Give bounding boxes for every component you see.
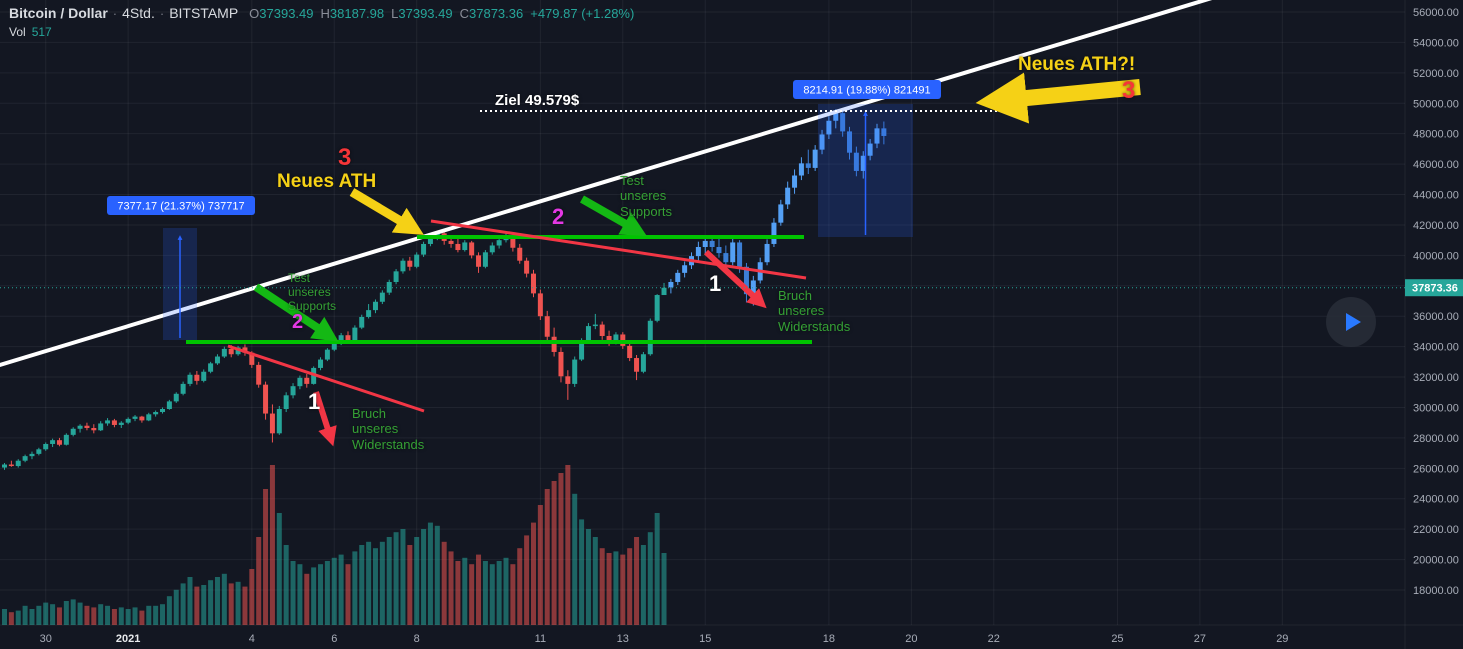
time-tick-label: 15 [699, 633, 711, 645]
symbol-name[interactable]: Bitcoin / Dollar [9, 5, 108, 21]
price-tick-label: 18000.00 [1413, 585, 1459, 597]
price-tick-label: 52000.00 [1413, 68, 1459, 80]
yellow-ath-arrow-left[interactable] [349, 188, 424, 235]
price-tick-label: 20000.00 [1413, 555, 1459, 567]
price-tick-label: 34000.00 [1413, 342, 1459, 354]
price-tick-label: 48000.00 [1413, 129, 1459, 141]
price-tick-label: 54000.00 [1413, 37, 1459, 49]
price-tick-label: 22000.00 [1413, 524, 1459, 536]
measure-badge-text: 7377.17 (21.37%) 737717 [117, 201, 244, 213]
high-label: H [320, 6, 330, 21]
play-icon [1346, 313, 1361, 331]
measure-box-right[interactable]: 8214.91 (19.88%) 821491 [793, 80, 941, 237]
measure-box-left[interactable]: 7377.17 (21.37%) 737717 [107, 196, 255, 340]
yellow-ath-arrow-right[interactable] [975, 72, 1141, 124]
drawings: 7377.17 (21.37%) 737717 8214.91 (19.88%) … [0, 0, 1235, 447]
time-tick-label: 18 [823, 633, 835, 645]
measure-badge-text: 8214.91 (19.88%) 821491 [803, 85, 930, 97]
time-tick-label: 11 [535, 633, 546, 645]
time-tick-label: 6 [331, 633, 337, 645]
grid-lines [0, 0, 1405, 625]
time-tick-label: 22 [988, 633, 1000, 645]
price-tick-label: 36000.00 [1413, 311, 1459, 323]
open-label: O [249, 6, 260, 21]
time-tick-label: 4 [249, 633, 255, 645]
price-tick-label: 28000.00 [1413, 433, 1459, 445]
price-tick-label: 44000.00 [1413, 190, 1459, 202]
red-break-arrow-upper[interactable] [703, 249, 767, 309]
time-tick-label: 2021 [116, 633, 140, 645]
price-tick-label: 50000.00 [1413, 98, 1459, 110]
red-break-arrow-lower[interactable] [313, 391, 337, 447]
time-tick-label: 8 [414, 633, 420, 645]
measure-badge [107, 196, 255, 215]
price-tick-label: 56000.00 [1413, 7, 1459, 19]
trend-line[interactable] [0, 0, 1235, 374]
current-price-badge [1405, 279, 1463, 297]
price-tick-label: 42000.00 [1413, 220, 1459, 232]
exchange-label[interactable]: BITSTAMP [169, 5, 239, 21]
low-value: 37393.49 [398, 6, 453, 21]
separator-dot: · [159, 6, 165, 21]
current-price-badge-text: 37873.36 [1412, 283, 1458, 295]
green-test-arrow-mid[interactable] [580, 195, 647, 237]
price-tick-label: 32000.00 [1413, 372, 1459, 384]
close-label: C [459, 6, 469, 21]
play-button[interactable] [1326, 297, 1376, 347]
green-test-arrow-left[interactable] [253, 283, 339, 342]
time-tick-label: 29 [1276, 633, 1288, 645]
candles [2, 231, 667, 470]
legend-row-volume: Vol 517 [9, 25, 634, 39]
price-tick-label: 26000.00 [1413, 463, 1459, 475]
low-label: L [391, 6, 399, 21]
high-value: 38187.98 [329, 6, 385, 21]
red-break-line-upper[interactable] [430, 219, 807, 280]
price-tick-label: 46000.00 [1413, 159, 1459, 171]
volume-value: 517 [31, 25, 52, 39]
legend-row-main: Bitcoin / Dollar · 4Std. · BITSTAMP O373… [9, 5, 634, 21]
symbol-legend: Bitcoin / Dollar · 4Std. · BITSTAMP O373… [9, 5, 634, 39]
time-axis[interactable]: 30 2021 4 6 8 11 13 15 18 20 22 25 27 29 [0, 624, 1463, 645]
price-tick-label: 24000.00 [1413, 494, 1459, 506]
separator-dot: · [112, 6, 118, 21]
measure-badge [793, 80, 941, 99]
volume-bars [2, 465, 667, 625]
time-tick-label: 20 [905, 633, 917, 645]
ohlc-values: O37393.49 H38187.98 L37393.49 C37873.36 … [249, 6, 634, 21]
close-value: 37873.36 [469, 6, 524, 21]
price-tick-label: 40000.00 [1413, 250, 1459, 262]
red-break-line-lower[interactable] [227, 344, 425, 413]
time-tick-label: 27 [1194, 633, 1206, 645]
volume-label[interactable]: Vol [9, 25, 26, 39]
time-tick-label: 30 [40, 633, 52, 645]
change-value: +479.87 (+1.28%) [530, 6, 635, 21]
open-value: 37393.49 [259, 6, 314, 21]
time-tick-label: 13 [617, 633, 629, 645]
time-tick-label: 25 [1111, 633, 1123, 645]
interval-label[interactable]: 4Std. [122, 5, 155, 21]
price-axis[interactable]: 56000.00 54000.00 52000.00 50000.00 48000.00… [1404, 0, 1463, 649]
price-tick-label: 30000.00 [1413, 402, 1459, 414]
